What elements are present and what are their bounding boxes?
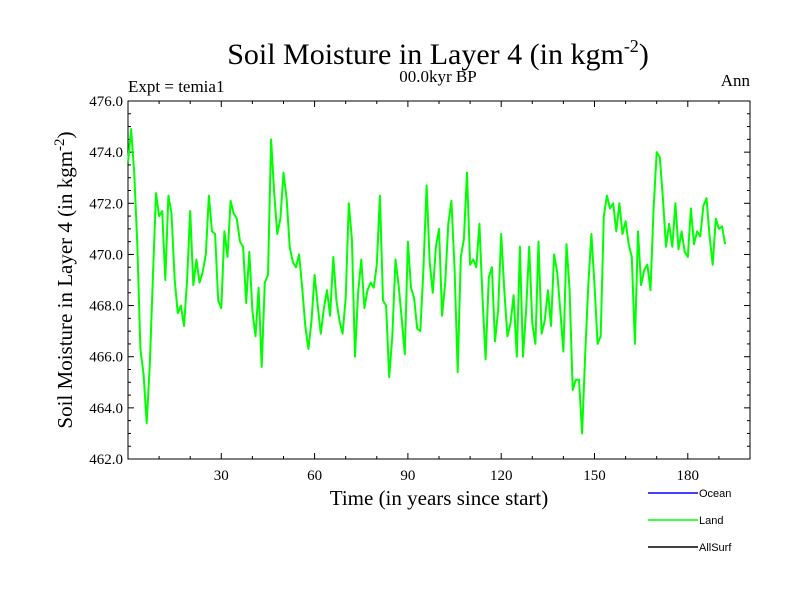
x-tick-label: 60 [307, 468, 322, 484]
y-axis-label-sup: -2 [52, 138, 68, 151]
y-tick-label: 476.0 [89, 94, 123, 110]
chart-title-end: ) [639, 38, 649, 71]
legend: Ocean Land AllSurf [648, 488, 732, 554]
experiment-label: Expt = temia1 [128, 77, 224, 96]
y-tick-label: 470.0 [89, 247, 123, 263]
x-tick-label: 120 [490, 468, 513, 484]
y-axis-label: Soil Moisture in Layer 4 (in kgm-2) [52, 131, 77, 428]
legend-label-land: Land [699, 515, 723, 527]
series-line-land [127, 128, 727, 435]
x-axis-label: Time (in years since start) [330, 486, 549, 510]
y-tick-label: 472.0 [89, 196, 123, 212]
y-axis-ticks: 462.0 464.0 466.0 468.0 470.0 472.0 474.0 476.0 [89, 94, 750, 468]
x-tick-label: 30 [214, 468, 229, 484]
chart-title: Soil Moisture in Layer 4 (in kgm-2) [227, 36, 649, 71]
x-axis-ticks: 30 60 90 120 150 180 [158, 101, 720, 484]
y-axis-label-main: Soil Moisture in Layer 4 (in kgm [53, 151, 77, 429]
season-label: Ann [721, 71, 751, 90]
legend-label-ocean: Ocean [699, 488, 731, 500]
y-tick-label: 474.0 [89, 145, 123, 161]
y-tick-label: 462.0 [89, 452, 123, 468]
x-tick-label: 150 [583, 468, 606, 484]
y-tick-label: 468.0 [89, 299, 123, 315]
y-tick-label: 464.0 [89, 401, 123, 417]
chart-title-sup: -2 [624, 36, 639, 56]
y-axis-label-end: ) [53, 131, 77, 138]
period-label: 00.0kyr BP [399, 67, 476, 86]
legend-label-allsurf: AllSurf [699, 542, 732, 554]
x-tick-label: 90 [400, 468, 415, 484]
chart-title-main: Soil Moisture in Layer 4 (in kgm [227, 38, 624, 71]
x-tick-label: 180 [677, 468, 700, 484]
y-tick-label: 466.0 [89, 350, 123, 366]
